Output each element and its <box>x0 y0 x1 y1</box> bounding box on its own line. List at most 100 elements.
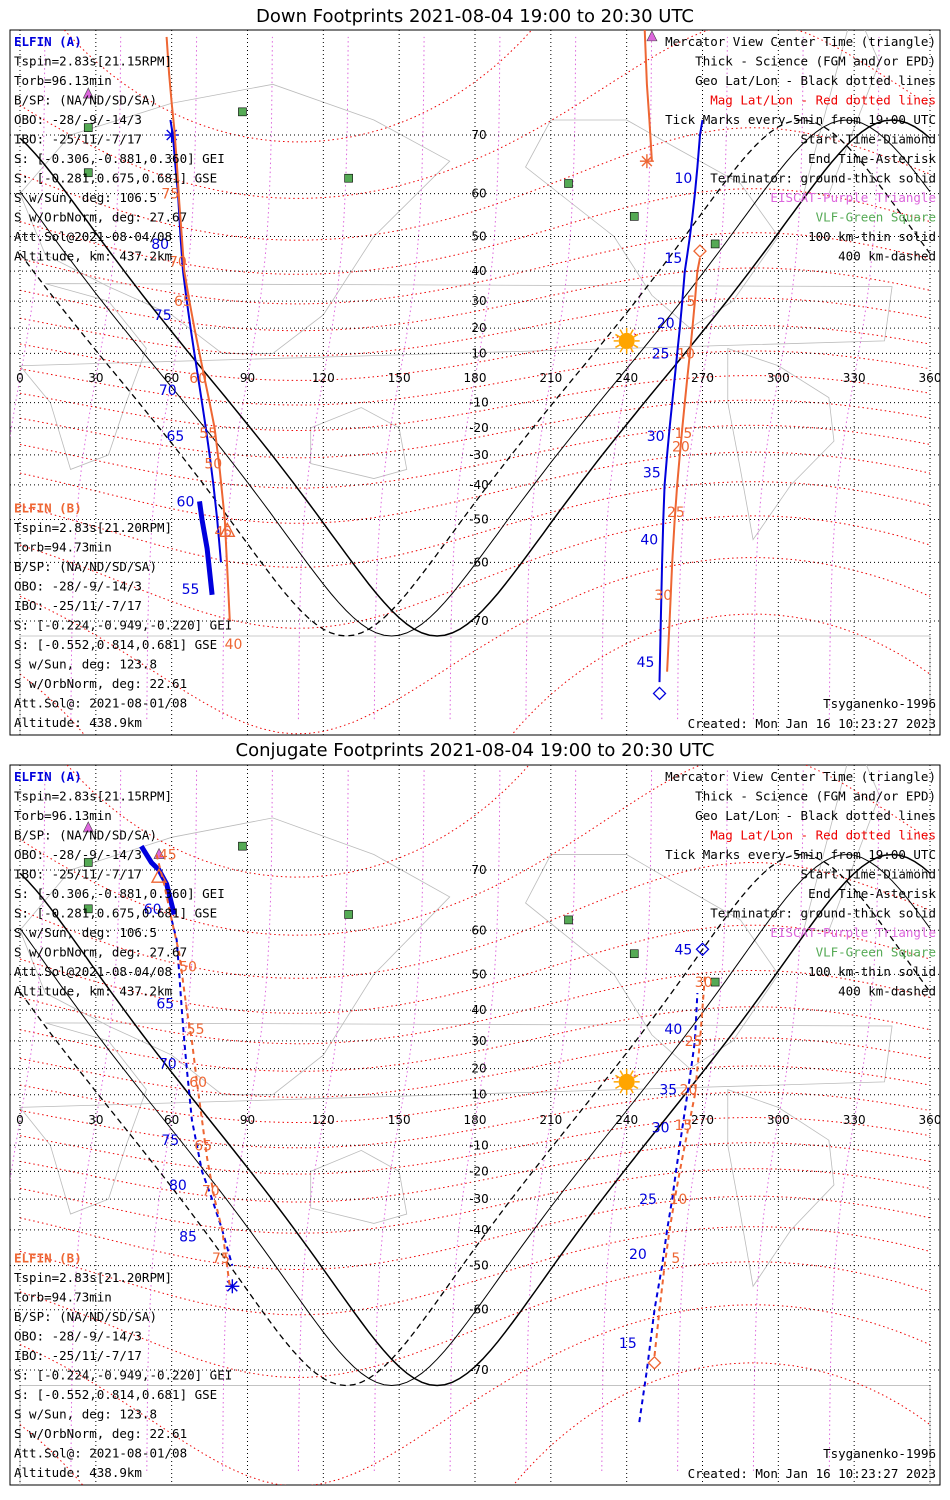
mag-lon-line <box>10 768 46 1184</box>
legend-entry: VLF-Green Square <box>816 945 936 960</box>
elfin-a-info-line: Torb=96.13min <box>14 808 112 823</box>
elfin-a-label: ELFIN (A) <box>14 769 82 784</box>
track-line <box>155 854 231 1287</box>
panel-title-down: Down Footprints 2021-08-04 19:00 to 20:3… <box>256 6 694 27</box>
y-tick-label: 10 <box>471 1088 486 1102</box>
elfin-a-info-line: S: [-0.306,-0.881,0.360] GEI <box>14 886 225 901</box>
track-elfin-b: 5 10 15 20 25 30 45 50 55 60 65 70 75 <box>150 848 713 1370</box>
track-tick-label: 70 <box>159 1056 177 1072</box>
vlf-station-marker <box>83 123 93 132</box>
track-tick-label: 30 <box>652 1121 670 1137</box>
mag-lon-line <box>70 768 122 1472</box>
x-tick-label: 120 <box>312 1113 335 1127</box>
vlf-station-marker <box>710 239 720 249</box>
x-tick-label: 30 <box>88 371 103 385</box>
map-panel-conjugate: 0 30 60 90 120 150 180 210 240 270 300 330 360 70 60 50… <box>9 764 941 1486</box>
mag-lon-line <box>525 768 577 1472</box>
track-tick-label: 60 <box>177 494 195 510</box>
legend-entry: 400 km-dashed <box>838 249 936 264</box>
track-line <box>165 36 231 622</box>
track-line <box>638 992 699 1423</box>
track-tick-label: 65 <box>166 429 184 445</box>
y-tick-label: -10 <box>469 1138 489 1152</box>
track-tick-label: 20 <box>672 440 690 456</box>
legend-entry: 400 km-dashed <box>838 984 936 999</box>
track-tick-label: 40 <box>640 533 658 549</box>
elfin-b-info-line: IBO: -25/11/-7/17 <box>14 1348 142 1363</box>
vlf-station-marker <box>83 168 93 178</box>
legend-entry: EISCAT-Purple Triangle <box>770 190 936 205</box>
track-tick-label: 10 <box>669 1192 687 1208</box>
end-asterisk-marker <box>639 154 654 169</box>
elfin-b-info-line: OBO: -28/-9/-14/3 <box>14 1329 142 1344</box>
y-tick-label: -30 <box>469 448 489 462</box>
track-tick-label: 60 <box>189 1075 207 1091</box>
eiscat-station-marker <box>82 87 94 99</box>
elfin-b-info-line: B/SP: (NA/ND/SD/SA) <box>14 559 157 574</box>
map-content: 0 30 60 90 120 150 180 210 240 270 300 330 360706050… <box>10 30 940 735</box>
track-tick-label: 25 <box>652 346 670 362</box>
elfin-a-info-line: Tspin=2.83s[21.15RPM] <box>14 789 172 804</box>
track-tick-label: 75 <box>161 187 179 203</box>
landmass-outline <box>803 765 880 931</box>
track-tick-label: 70 <box>159 383 177 399</box>
elfin-b-info-line: Tspin=2.83s[21.20RPM] <box>14 1270 172 1285</box>
track-tick-label: 15 <box>619 1336 637 1352</box>
mag-lat-line <box>19 350 931 406</box>
y-tick-label: 60 <box>471 923 486 937</box>
y-tick-label: -10 <box>469 396 489 410</box>
terminator-line <box>19 853 931 1387</box>
x-tick-label: 90 <box>240 1113 255 1127</box>
y-tick-label: 60 <box>471 187 486 201</box>
elfin-a-label: ELFIN (A) <box>14 34 82 49</box>
mag-lat-line <box>66 765 530 878</box>
legend-entry: VLF-Green Square <box>816 210 936 225</box>
mag-lon-line <box>828 768 880 1472</box>
y-tick-label: 30 <box>471 294 486 308</box>
track-tick-label: 50 <box>179 959 197 975</box>
vlf-station-marker <box>83 858 93 867</box>
mag-lat-line <box>19 1226 931 1316</box>
y-tick-label: -50 <box>469 513 489 527</box>
mag-lat-line <box>19 267 931 332</box>
x-tick-label: 300 <box>767 371 790 385</box>
mag-lat-line <box>19 375 931 432</box>
elfin-a-info-line: S w/OrbNorm, deg: 27.67 <box>14 210 187 225</box>
x-tick-label: 60 <box>164 371 179 385</box>
track-tick-label: 30 <box>695 975 713 991</box>
track-tick-label: 65 <box>194 1138 212 1154</box>
elfin-b-info: ELFIN (B) Tspin=2.83s[21.20RPM] Torb=94.73… <box>14 501 232 731</box>
legend-entry: EISCAT-Purple Triangle <box>770 925 936 940</box>
legend-entry: 100 km-thin solid <box>808 229 936 244</box>
x-tick-label: 90 <box>240 371 255 385</box>
mag-lon-line <box>601 768 653 1472</box>
mag-lon-line <box>222 768 273 1472</box>
y-tick-label: -70 <box>469 1363 489 1377</box>
view-center-triangle <box>150 867 168 883</box>
track-tick-label: 20 <box>629 1247 647 1263</box>
track-tick-label: 35 <box>643 465 661 481</box>
track-line <box>658 119 704 683</box>
created-timestamp: Created: Mon Jan 16 10:23:27 2023 <box>688 716 936 731</box>
terminator-line <box>19 119 931 637</box>
elfin-a-info-line: Altitude, km: 437.2km <box>14 249 172 264</box>
elfin-b-info-line: S w/OrbNorm, deg: 22.61 <box>14 676 187 691</box>
elfin-a-info-line: Att.Sol@2021-08-04/08 <box>14 229 172 244</box>
mag-lat-line <box>19 1065 931 1124</box>
elfin-a-info-line: IBO: -25/11/-7/17 <box>14 132 142 147</box>
y-tick-label: -30 <box>469 1192 489 1206</box>
track-tick-label: 60 <box>189 371 207 387</box>
track-line <box>170 919 234 1266</box>
mag-lat-line <box>19 481 931 568</box>
track-tick-label: 30 <box>647 429 665 445</box>
legend-entry: Start Time-Diamond <box>801 132 936 147</box>
elfin-a-info-line: S: [-0.281,0.675,0.681] GSE <box>14 906 217 921</box>
landmass-outline <box>19 283 893 470</box>
terminator-line <box>19 853 931 1387</box>
track-tick-label: 55 <box>199 426 217 442</box>
y-tick-label: 40 <box>471 264 486 278</box>
landmass-outline <box>310 407 408 479</box>
elfin-b-info-line: Torb=94.73min <box>14 540 112 555</box>
